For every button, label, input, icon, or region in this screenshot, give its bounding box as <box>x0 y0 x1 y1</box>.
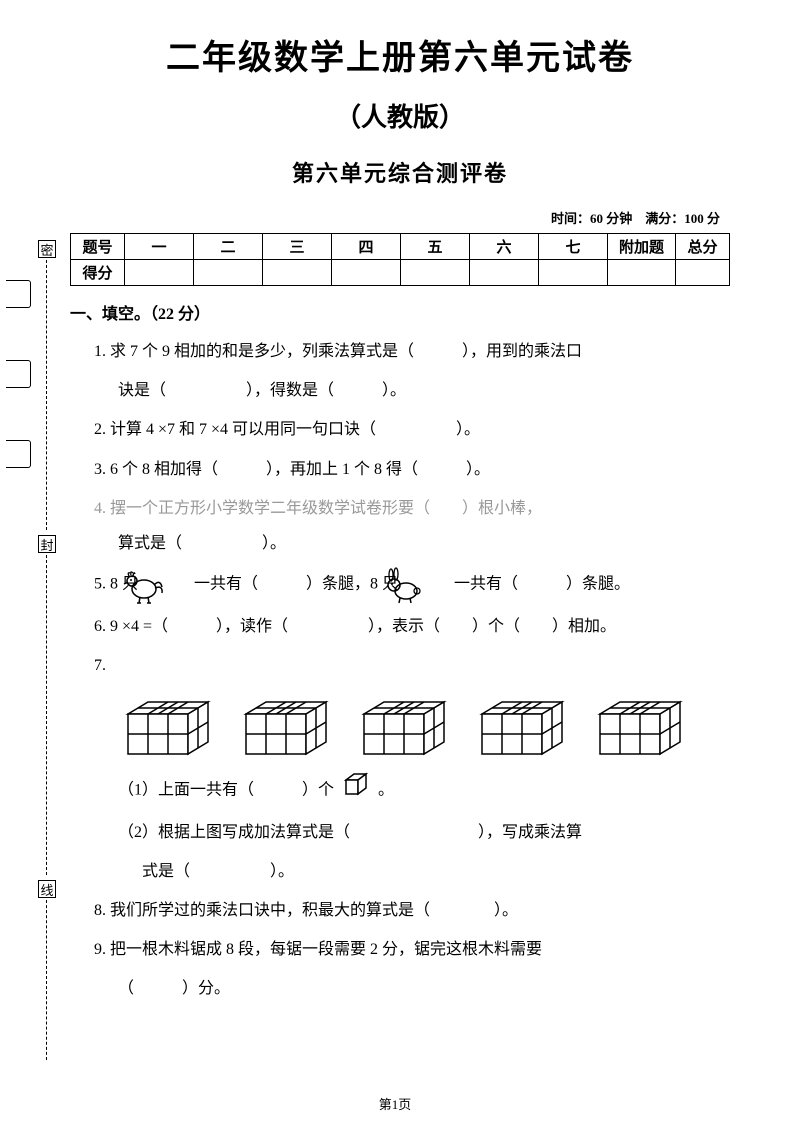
title-main: 二年级数学上册第六单元试卷 <box>70 30 730 79</box>
td-blank <box>608 260 676 286</box>
question-5: 5. 8 只 一共有（ ）条腿，8 只 一共有（ ）条腿。 <box>94 565 730 605</box>
td-blank <box>470 260 539 286</box>
q5-text-b: 一共有（ ）条腿，8 只 <box>194 576 398 593</box>
question-7-2: （2）根据上图写成加法算式是（ ），写成乘法算 <box>118 815 730 850</box>
question-9: 9. 把一根木料锯成 8 段，每锯一段需要 2 分，锯完这根木料需要 <box>94 932 730 967</box>
td-blank <box>401 260 470 286</box>
score-table: 题号 一 二 三 四 五 六 七 附加题 总分 得分 <box>70 233 730 286</box>
question-1-cont: 诀是（ ），得数是（ ）。 <box>118 373 730 408</box>
td-blank <box>263 260 332 286</box>
th-extra: 附加题 <box>608 234 676 260</box>
th-7: 七 <box>539 234 608 260</box>
title-sub: （人教版） <box>70 97 730 134</box>
th-num: 题号 <box>71 234 125 260</box>
seal-box-feng: 封 <box>38 535 56 553</box>
question-8: 8. 我们所学过的乘法口诀中，积最大的算式是（ ）。 <box>94 893 730 928</box>
td-blank <box>125 260 194 286</box>
th-4: 四 <box>332 234 401 260</box>
cube-group-icon <box>472 692 572 762</box>
th-2: 二 <box>194 234 263 260</box>
question-4-cont: 算式是（ ）。 <box>118 526 730 561</box>
question-7-1: （1）上面一共有（ ）个 。 <box>118 770 730 811</box>
left-bracket-3 <box>6 440 31 468</box>
question-2: 2. 计算 4 ×7 和 7 ×4 可以用同一句口诀（ ）。 <box>94 412 730 447</box>
dashed-line-1 <box>46 260 47 530</box>
q7-1-text-b: 。 <box>378 781 394 798</box>
th-5: 五 <box>401 234 470 260</box>
q5-text-c: 一共有（ ）条腿。 <box>454 576 630 593</box>
title-section: 第六单元综合测评卷 <box>70 156 730 188</box>
td-blank <box>194 260 263 286</box>
seal-box-mi: 密 <box>38 240 56 258</box>
time-score-label: 时间：60 分钟 满分：100 分 <box>70 208 730 227</box>
th-6: 六 <box>470 234 539 260</box>
rabbit-icon <box>402 565 450 605</box>
cube-group-icon <box>118 692 218 762</box>
td-score-label: 得分 <box>71 260 125 286</box>
cube-group-icon <box>354 692 454 762</box>
seal-box-xian: 线 <box>38 880 56 898</box>
cube-group-icon <box>590 692 690 762</box>
table-row: 题号 一 二 三 四 五 六 七 附加题 总分 <box>71 234 730 260</box>
question-7: 7. <box>94 648 730 683</box>
dashed-line-2 <box>46 555 47 875</box>
th-3: 三 <box>263 234 332 260</box>
left-bracket-1 <box>6 280 31 308</box>
single-cube-icon <box>342 770 370 811</box>
cube-group-icon <box>236 692 336 762</box>
page-number: 第1页 <box>379 1094 412 1113</box>
section-1-header: 一、填空。（22 分） <box>70 300 730 324</box>
td-blank <box>332 260 401 286</box>
question-3: 3. 6 个 8 相加得（ ），再加上 1 个 8 得（ ）。 <box>94 452 730 487</box>
td-blank <box>539 260 608 286</box>
question-6: 6. 9 ×4 =（ ），读作（ ），表示（ ）个（ ）相加。 <box>94 609 730 644</box>
question-9-cont: （ ）分。 <box>118 971 730 1006</box>
question-4-watermark: 4. 摆一个正方形小学数学二年级数学试卷形要（ ）根小棒， <box>94 491 730 526</box>
dashed-line-3 <box>46 900 47 1060</box>
question-7-2-cont: 式是（ ）。 <box>142 854 730 889</box>
question-1: 1. 求 7 个 9 相加的和是多少，列乘法算式是（ ），用到的乘法口 <box>94 334 730 369</box>
th-total: 总分 <box>676 234 730 260</box>
th-1: 一 <box>125 234 194 260</box>
td-blank <box>676 260 730 286</box>
rooster-icon <box>142 565 190 605</box>
q7-1-text-a: （1）上面一共有（ ）个 <box>118 781 334 798</box>
table-row: 得分 <box>71 260 730 286</box>
left-bracket-2 <box>6 360 31 388</box>
cubes-row <box>118 692 730 762</box>
